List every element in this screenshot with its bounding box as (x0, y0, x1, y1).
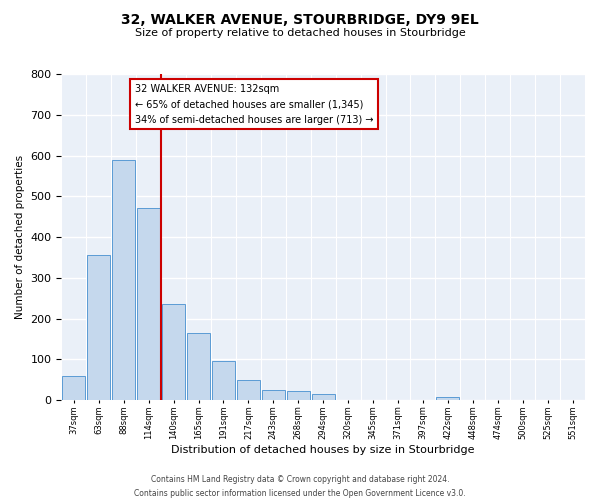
Text: Contains HM Land Registry data © Crown copyright and database right 2024.
Contai: Contains HM Land Registry data © Crown c… (134, 476, 466, 498)
Bar (137, 208, 160, 400)
Bar (187, 333, 210, 400)
Text: 32, WALKER AVENUE, STOURBRIDGE, DY9 9EL: 32, WALKER AVENUE, STOURBRIDGE, DY9 9EL (121, 12, 479, 26)
Bar (287, 391, 310, 400)
Text: 32 WALKER AVENUE: 132sqm
← 65% of detached houses are smaller (1,345)
34% of sem: 32 WALKER AVENUE: 132sqm ← 65% of detach… (135, 84, 373, 125)
Bar (436, 397, 460, 400)
X-axis label: Distribution of detached houses by size in Stourbridge: Distribution of detached houses by size … (172, 445, 475, 455)
Bar (62, 376, 85, 400)
Bar (312, 394, 335, 400)
Y-axis label: Number of detached properties: Number of detached properties (15, 155, 25, 319)
Bar (162, 304, 185, 400)
Bar (262, 390, 285, 400)
Text: Size of property relative to detached houses in Stourbridge: Size of property relative to detached ho… (134, 28, 466, 38)
Bar (112, 160, 135, 400)
Bar (237, 380, 260, 400)
Bar (212, 362, 235, 400)
Bar (88, 256, 110, 400)
